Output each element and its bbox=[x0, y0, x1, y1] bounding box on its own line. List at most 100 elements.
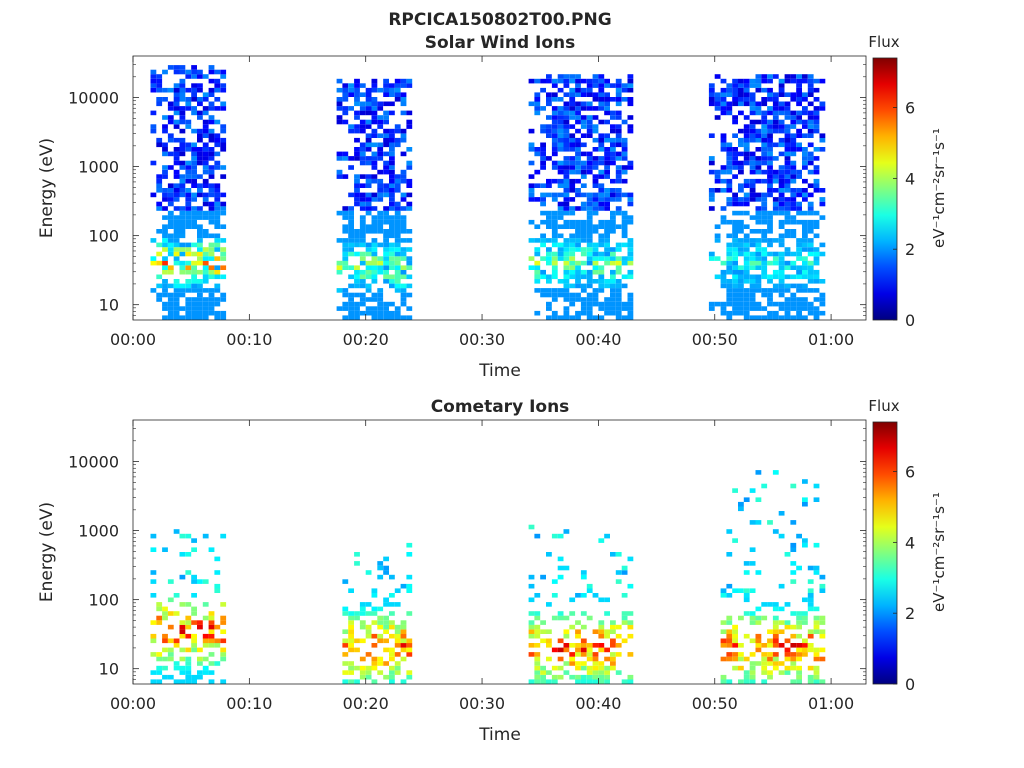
heatmap-cell bbox=[389, 174, 395, 179]
heatmap-cell bbox=[342, 224, 349, 229]
heatmap-cell bbox=[598, 92, 605, 97]
heatmap-cell bbox=[185, 570, 192, 575]
heatmap-cell bbox=[377, 188, 384, 193]
heatmap-cell bbox=[575, 260, 581, 266]
heatmap-cell bbox=[743, 611, 750, 616]
heatmap-cell bbox=[767, 169, 773, 175]
heatmap-cell bbox=[726, 183, 733, 188]
heatmap-cell bbox=[208, 288, 215, 293]
heatmap-cell bbox=[732, 156, 738, 161]
heatmap-cell bbox=[726, 283, 733, 289]
heatmap-cell bbox=[802, 265, 808, 270]
heatmap-cell bbox=[551, 274, 558, 280]
heatmap-cell bbox=[179, 229, 186, 234]
heatmap-cell bbox=[365, 670, 372, 675]
heatmap-cell bbox=[383, 620, 389, 625]
heatmap-cell bbox=[185, 615, 192, 621]
heatmap-cell bbox=[197, 301, 203, 307]
heatmap-cell bbox=[383, 229, 389, 234]
heatmap-cell bbox=[784, 283, 791, 289]
heatmap-cell bbox=[208, 65, 215, 70]
heatmap-cell bbox=[534, 183, 541, 188]
heatmap-cell bbox=[615, 256, 622, 261]
heatmap-cell bbox=[755, 219, 762, 225]
heatmap-cell bbox=[359, 292, 366, 298]
heatmap-cell bbox=[389, 574, 395, 580]
heatmap-cell bbox=[377, 147, 384, 152]
heatmap-cell bbox=[371, 110, 378, 116]
heatmap-cell bbox=[749, 315, 756, 320]
heatmap-cell bbox=[615, 188, 622, 193]
heatmap-cell bbox=[406, 110, 413, 116]
heatmap-cell bbox=[156, 670, 163, 675]
heatmap-cell bbox=[738, 219, 744, 225]
heatmap-cell bbox=[586, 224, 593, 229]
heatmap-cell bbox=[726, 593, 733, 598]
heatmap-cell bbox=[179, 142, 186, 148]
heatmap-cell bbox=[580, 661, 587, 666]
heatmap-cell bbox=[400, 297, 407, 302]
heatmap-cell bbox=[761, 247, 768, 252]
heatmap-cell bbox=[796, 119, 802, 125]
heatmap-cell bbox=[365, 224, 372, 229]
heatmap-cell bbox=[563, 133, 570, 138]
heatmap-cell bbox=[761, 483, 768, 489]
heatmap-cell bbox=[220, 238, 227, 243]
heatmap-cell bbox=[162, 547, 168, 552]
heatmap-cell bbox=[610, 652, 616, 657]
heatmap-cell bbox=[575, 679, 581, 684]
heatmap-cell bbox=[359, 611, 366, 616]
heatmap-cell bbox=[749, 137, 756, 143]
heatmap-cell bbox=[359, 674, 366, 680]
heatmap-cell bbox=[802, 238, 808, 243]
heatmap-cell bbox=[755, 133, 762, 138]
heatmap-cell bbox=[208, 310, 215, 316]
heatmap-cell bbox=[813, 251, 820, 257]
heatmap-cell bbox=[586, 78, 593, 84]
heatmap-cell bbox=[708, 192, 715, 198]
heatmap-cell bbox=[354, 292, 360, 298]
heatmap-cell bbox=[150, 260, 157, 266]
heatmap-cell bbox=[749, 78, 756, 84]
heatmap-cell bbox=[802, 224, 808, 229]
heatmap-cell bbox=[354, 174, 360, 179]
heatmap-cell bbox=[551, 647, 558, 653]
heatmap-cell bbox=[202, 106, 209, 111]
heatmap-cell bbox=[534, 147, 541, 152]
heatmap-cell bbox=[185, 269, 192, 275]
heatmap-cell bbox=[732, 238, 738, 243]
heatmap-cell bbox=[220, 165, 227, 170]
heatmap-cell bbox=[796, 192, 802, 198]
heatmap-cell bbox=[173, 679, 180, 684]
heatmap-cell bbox=[720, 279, 727, 284]
heatmap-cell bbox=[755, 147, 762, 152]
heatmap-cell bbox=[819, 279, 826, 284]
heatmap-cell bbox=[738, 301, 744, 307]
heatmap-cell bbox=[191, 260, 197, 266]
heatmap-cell bbox=[615, 206, 622, 211]
heatmap-cell bbox=[185, 283, 192, 289]
heatmap-cell bbox=[197, 74, 203, 79]
heatmap-cell bbox=[208, 624, 215, 630]
heatmap-cell bbox=[406, 206, 413, 211]
heatmap-cell bbox=[208, 251, 215, 257]
heatmap-cell bbox=[202, 210, 209, 216]
heatmap-cell bbox=[790, 74, 797, 79]
heatmap-cell bbox=[575, 206, 581, 211]
heatmap-cell bbox=[214, 265, 221, 270]
heatmap-cell bbox=[575, 620, 581, 625]
heatmap-cell bbox=[371, 656, 378, 662]
heatmap-cell bbox=[377, 133, 384, 138]
heatmap-cell bbox=[615, 288, 622, 293]
heatmap-cell bbox=[534, 288, 541, 293]
heatmap-cell bbox=[610, 124, 616, 129]
heatmap-cell bbox=[359, 124, 366, 129]
heatmap-cell bbox=[371, 593, 378, 598]
heatmap-cell bbox=[761, 652, 768, 657]
heatmap-cell bbox=[569, 274, 576, 280]
heatmap-cell bbox=[714, 256, 721, 261]
heatmap-cell bbox=[580, 229, 587, 234]
heatmap-cell bbox=[580, 679, 587, 684]
heatmap-cell bbox=[214, 638, 221, 644]
heatmap-cell bbox=[551, 178, 558, 184]
